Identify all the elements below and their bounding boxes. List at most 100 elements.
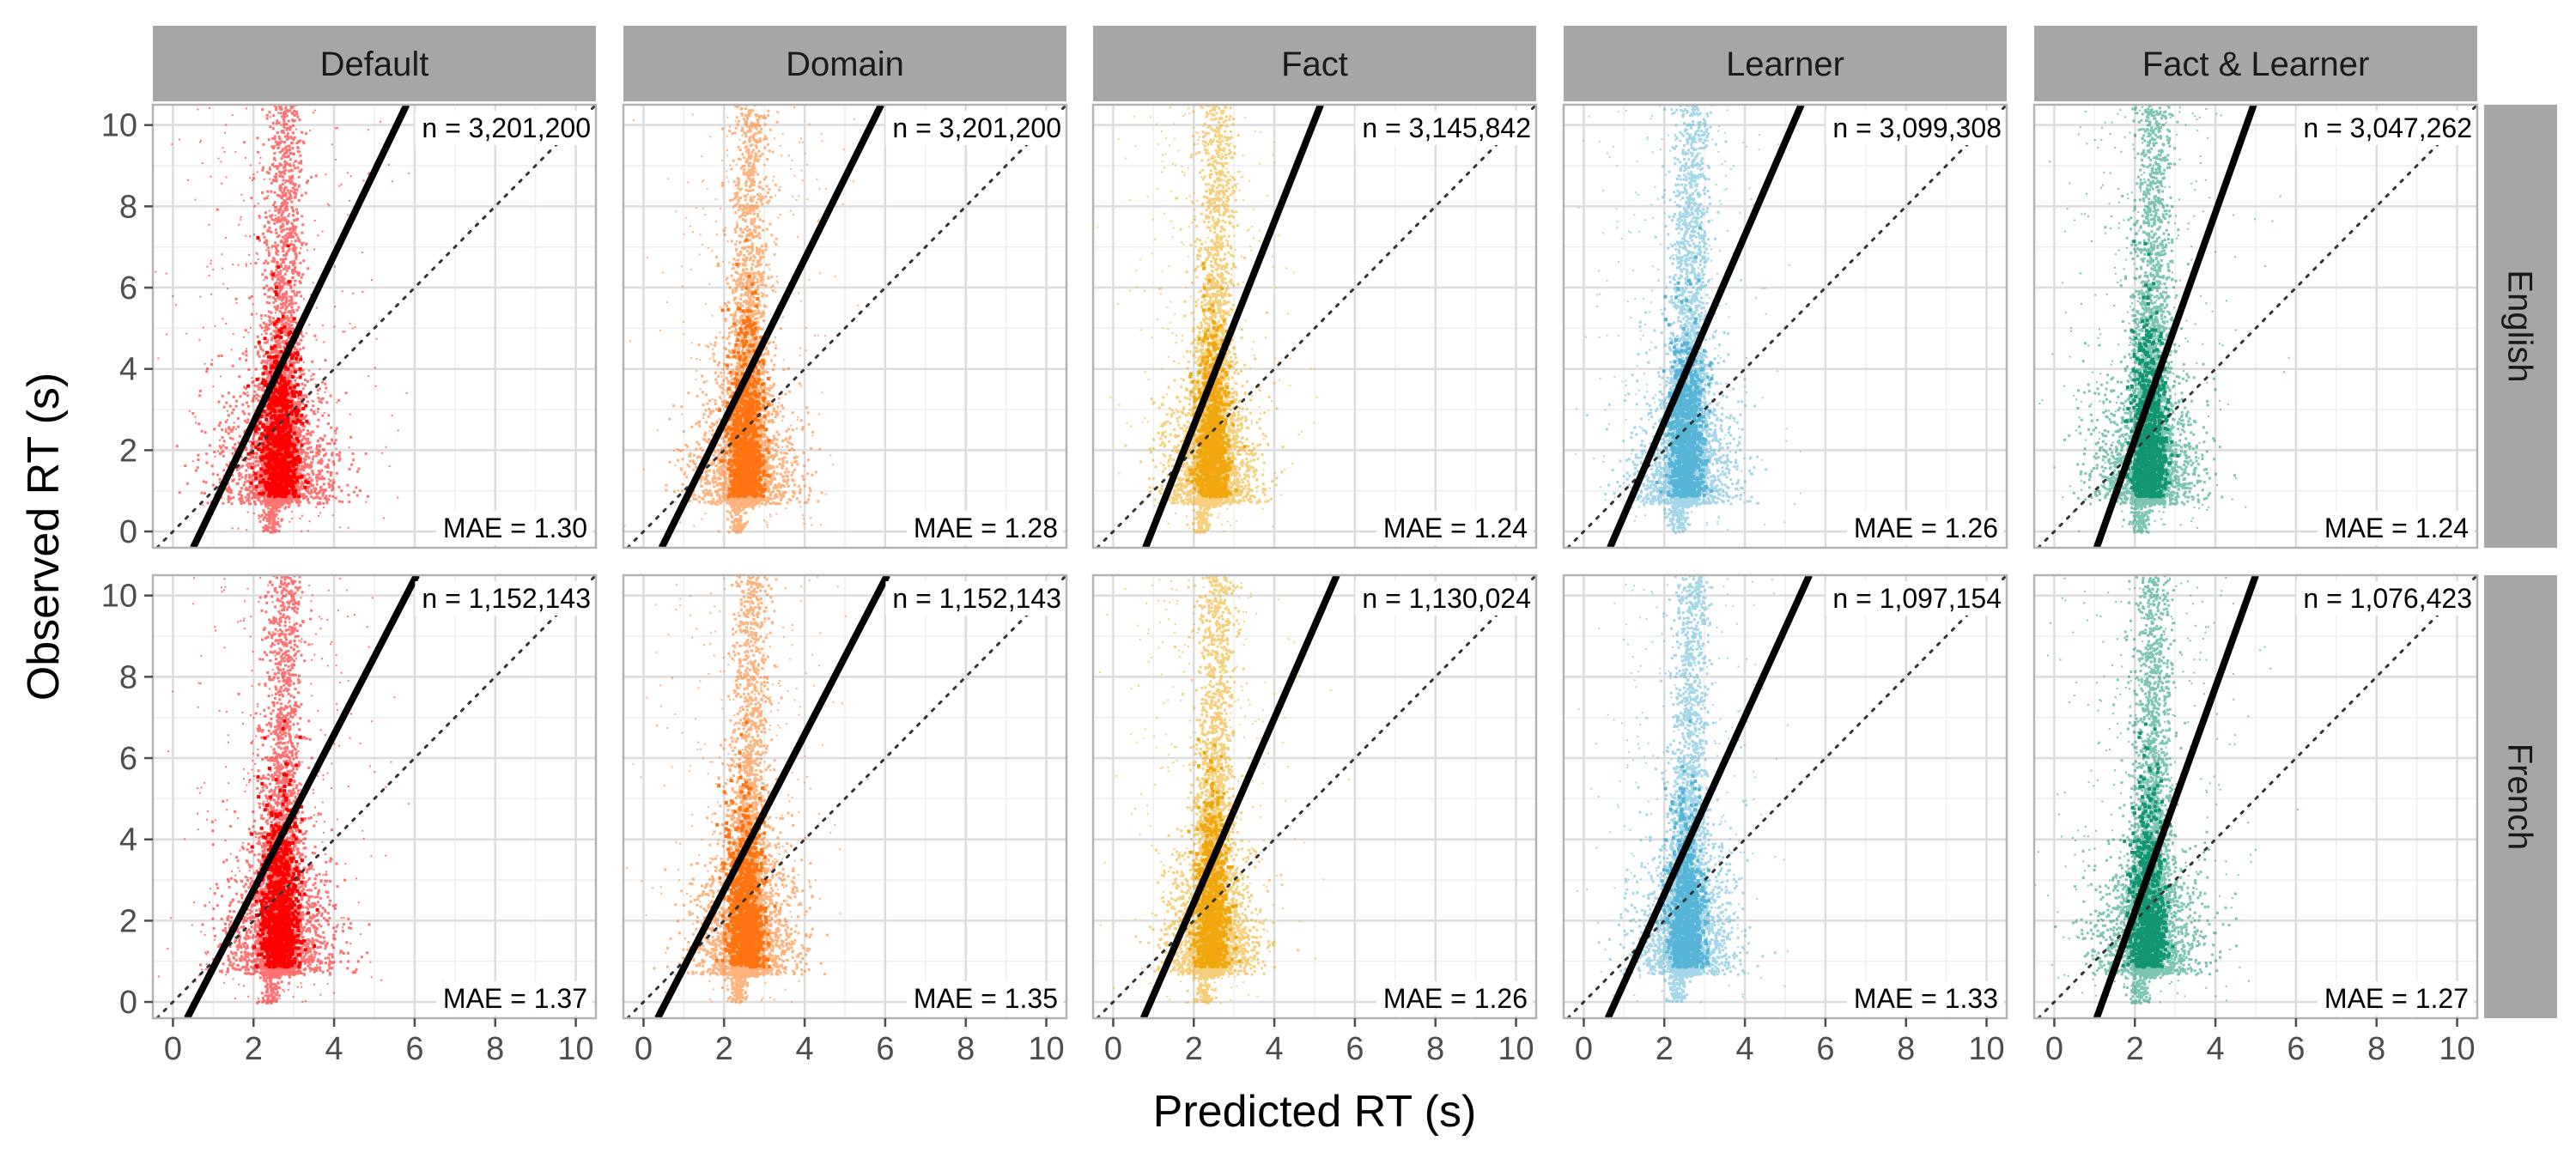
n-label-text: n = 1,076,423 <box>2303 583 2472 614</box>
column-strip: Default <box>153 26 596 101</box>
mae-label-text: MAE = 1.24 <box>2324 513 2469 543</box>
mae-label: MAE = 1.35 <box>907 981 1063 1016</box>
x-tick-label: 6 <box>2287 1031 2305 1067</box>
x-tick-label: 2 <box>245 1031 263 1067</box>
x-tick-label: 8 <box>486 1031 504 1067</box>
column-strip: Fact <box>1093 26 1536 101</box>
x-tick-label: 6 <box>1346 1031 1364 1067</box>
mae-label: MAE = 1.26 <box>1376 981 1533 1016</box>
n-label: n = 1,076,423 <box>2296 581 2477 616</box>
x-tick-label: 6 <box>405 1031 423 1067</box>
n-label-text: n = 3,201,200 <box>422 112 591 143</box>
x-tick-label: 2 <box>2126 1031 2144 1067</box>
n-label: n = 3,099,308 <box>1826 111 2007 145</box>
x-tick-label: 10 <box>1028 1031 1064 1067</box>
n-label: n = 1,152,143 <box>415 581 596 616</box>
y-tick-label: 6 <box>119 741 137 777</box>
x-tick-label: 8 <box>2367 1031 2385 1067</box>
y-tick-label: 4 <box>119 352 137 388</box>
row-strip-label: English <box>2501 270 2539 382</box>
facet-panel: n = 1,130,024 MAE = 1.26 <box>1093 571 1536 1018</box>
mae-label-text: MAE = 1.33 <box>1854 983 1998 1014</box>
x-tick-label: 4 <box>325 1031 343 1067</box>
x-tick-label: 2 <box>1185 1031 1203 1067</box>
row-strip-label: French <box>2501 743 2539 851</box>
mae-label: MAE = 1.33 <box>1847 981 2003 1016</box>
x-tick-label: 8 <box>1897 1031 1915 1067</box>
y-axis-title: Observed RT (s) <box>19 373 69 701</box>
mae-label-text: MAE = 1.27 <box>2324 983 2469 1014</box>
x-tick-label: 8 <box>957 1031 975 1067</box>
mae-label-text: MAE = 1.24 <box>1383 513 1528 543</box>
facet-panel: n = 1,076,423 MAE = 1.27 <box>2001 571 2477 1018</box>
x-tick-label: 4 <box>1736 1031 1754 1067</box>
n-label-text: n = 3,145,842 <box>1362 112 1531 143</box>
x-tick-label: 0 <box>635 1031 653 1067</box>
mae-label-text: MAE = 1.26 <box>1854 513 1998 543</box>
facet-panel: n = 1,152,143 MAE = 1.35 <box>612 571 1066 1018</box>
y-tick-label: 2 <box>119 433 137 469</box>
mae-label-text: MAE = 1.26 <box>1383 983 1528 1014</box>
n-label: n = 3,201,200 <box>885 111 1066 145</box>
y-tick-label: 0 <box>119 514 137 550</box>
mae-label-text: MAE = 1.35 <box>914 983 1058 1014</box>
n-label-text: n = 1,097,154 <box>1832 583 2002 614</box>
row-strip: English <box>2484 105 2557 548</box>
facet-panel: n = 1,097,154 MAE = 1.33 <box>1564 571 2007 1018</box>
y-tick-label: 10 <box>101 108 137 144</box>
x-tick-label: 6 <box>1816 1031 1834 1067</box>
n-label: n = 1,152,143 <box>885 581 1066 616</box>
y-tick-label: 10 <box>101 579 137 615</box>
x-tick-label: 10 <box>557 1031 593 1067</box>
x-tick-label: 10 <box>1968 1031 2004 1067</box>
n-label: n = 1,130,024 <box>1355 581 1536 616</box>
mae-label-text: MAE = 1.37 <box>443 983 587 1014</box>
panels-layer: n = 3,201,200 MAE = 1.30 n = 3,201,200 MAE … <box>105 100 2477 1018</box>
n-label: n = 3,047,262 <box>2296 111 2477 145</box>
column-strip-label: Fact <box>1281 46 1348 83</box>
facet-panel: n = 3,201,200 MAE = 1.28 <box>612 100 1066 548</box>
mae-label: MAE = 1.24 <box>1376 511 1533 545</box>
n-label-text: n = 3,201,200 <box>892 112 1061 143</box>
mae-label: MAE = 1.28 <box>907 511 1063 545</box>
facet-panel: n = 1,152,143 MAE = 1.37 <box>105 571 596 1018</box>
n-label-text: n = 1,152,143 <box>892 583 1061 614</box>
x-tick-label: 0 <box>2045 1031 2063 1067</box>
facet-panel: n = 3,145,842 MAE = 1.24 <box>1093 100 1536 548</box>
mae-label-text: MAE = 1.30 <box>443 513 587 543</box>
n-label: n = 1,097,154 <box>1826 581 2007 616</box>
facet-panel: n = 3,099,308 MAE = 1.26 <box>1564 100 2007 548</box>
x-tick-label: 4 <box>2207 1031 2225 1067</box>
y-tick-label: 8 <box>119 189 137 225</box>
x-tick-label: 0 <box>164 1031 182 1067</box>
row-strip: French <box>2484 575 2557 1018</box>
x-tick-label: 10 <box>1498 1031 1534 1067</box>
column-strip-label: Fact & Learner <box>2142 46 2370 83</box>
n-label-text: n = 3,047,262 <box>2303 112 2472 143</box>
y-tick-label: 2 <box>119 903 137 939</box>
x-tick-label: 6 <box>876 1031 894 1067</box>
y-tick-label: 0 <box>119 985 137 1021</box>
column-strip: Learner <box>1564 26 2007 101</box>
mae-label: MAE = 1.27 <box>2318 981 2474 1016</box>
y-tick-label: 4 <box>119 822 137 859</box>
mae-label: MAE = 1.24 <box>2318 511 2474 545</box>
column-strip: Fact & Learner <box>2034 26 2477 101</box>
x-tick-label: 2 <box>715 1031 733 1067</box>
x-tick-label: 0 <box>1575 1031 1593 1067</box>
facet-panel: n = 3,047,262 MAE = 1.24 <box>1972 100 2478 548</box>
n-label: n = 3,201,200 <box>415 111 596 145</box>
n-label-text: n = 1,130,024 <box>1362 583 1531 614</box>
x-axis-title: Predicted RT (s) <box>1153 1087 1477 1137</box>
x-tick-label: 4 <box>796 1031 814 1067</box>
y-tick-label: 8 <box>119 659 137 695</box>
column-strip-label: Default <box>320 46 429 83</box>
y-tick-label: 6 <box>119 270 137 306</box>
n-label-text: n = 3,099,308 <box>1832 112 2002 143</box>
n-label-text: n = 1,152,143 <box>422 583 591 614</box>
mae-label: MAE = 1.26 <box>1847 511 2003 545</box>
column-strip-label: Domain <box>786 46 904 83</box>
column-strip-label: Learner <box>1726 46 1844 83</box>
x-tick-label: 2 <box>1656 1031 1674 1067</box>
